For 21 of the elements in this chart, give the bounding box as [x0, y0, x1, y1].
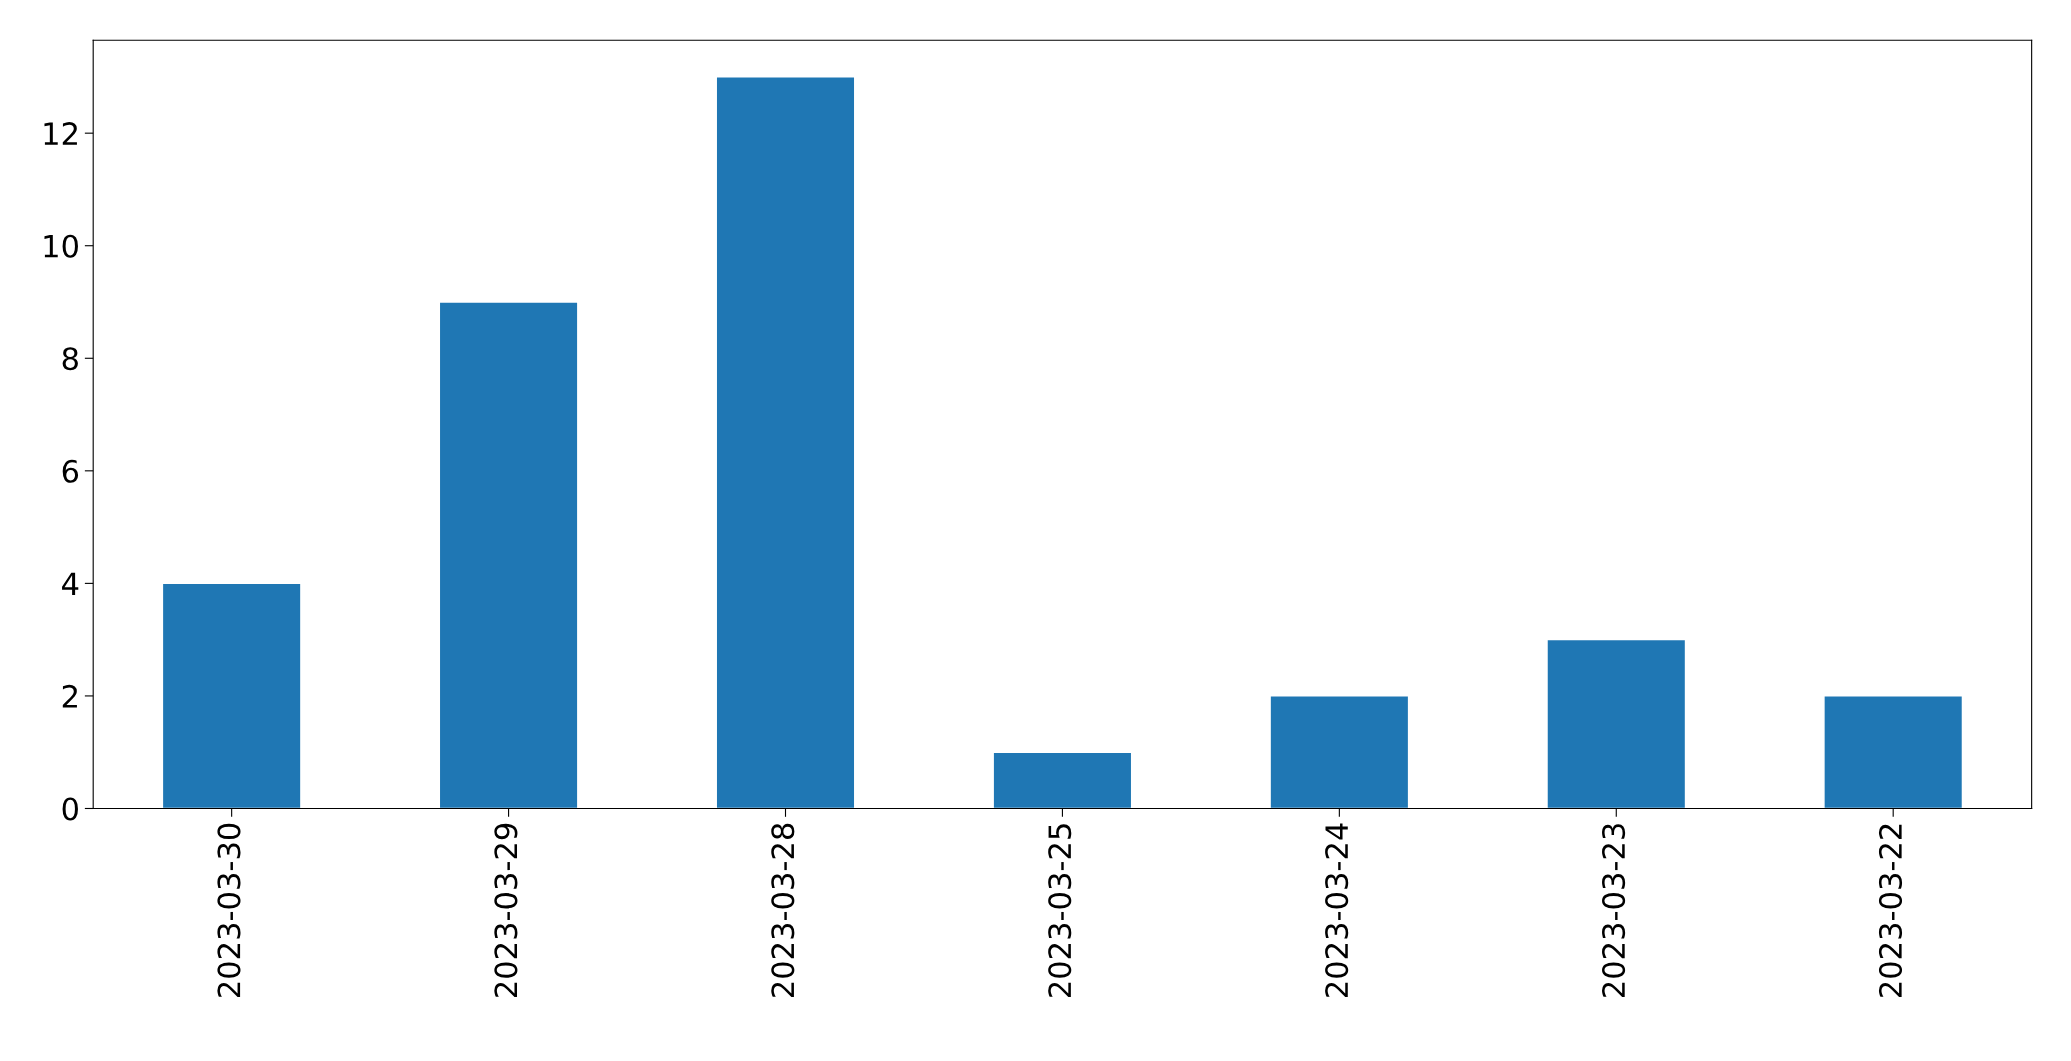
x-tick-label: 2023-03-29 [494, 823, 518, 998]
y-tick-label: 12 [44, 122, 77, 145]
y-tick-label: 0 [62, 797, 78, 821]
bar [1269, 695, 1410, 809]
y-tick-label: 10 [44, 234, 78, 258]
bar [438, 301, 579, 809]
x-tick-label: 2023-03-24 [1325, 823, 1349, 998]
bar [992, 751, 1133, 809]
bar [1823, 695, 1964, 809]
bar [1546, 638, 1687, 809]
x-tick-label: 2023-03-25 [1048, 824, 1072, 998]
y-tick-label: 6 [62, 459, 79, 483]
x-tick-label: 2023-03-28 [771, 823, 795, 998]
y-tick-label: 4 [62, 572, 79, 595]
bar [161, 582, 302, 809]
y-tick-label: 2 [62, 684, 77, 708]
y-tick-label: 8 [62, 347, 78, 371]
x-tick-label: 2023-03-30 [217, 823, 241, 998]
bar [715, 76, 856, 809]
x-tick-label: 2023-03-22 [1878, 824, 1903, 998]
x-tick-label: 2023-03-23 [1602, 824, 1626, 998]
